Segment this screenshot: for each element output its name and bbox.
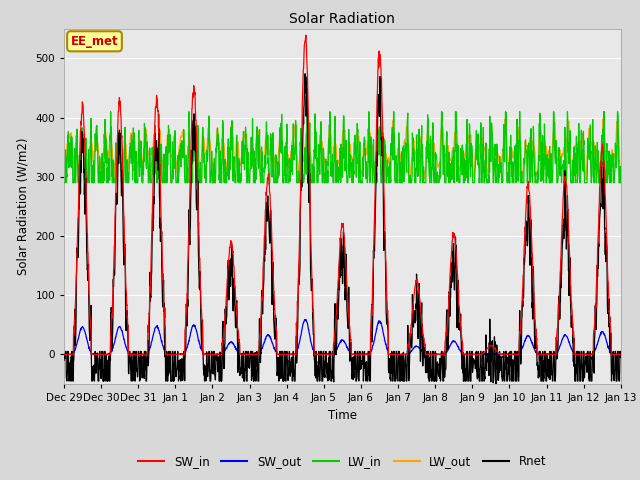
- LW_in: [617, 180, 625, 186]
- LW_out: [617, 177, 625, 182]
- SW_in: [60, 351, 68, 357]
- LW_out: [583, 161, 591, 167]
- SW_in: [504, 351, 512, 357]
- Text: EE_met: EE_met: [70, 35, 118, 48]
- LW_in: [371, 180, 379, 186]
- Title: Solar Radiation: Solar Radiation: [289, 12, 396, 26]
- Rnet: [617, 352, 625, 358]
- SW_in: [617, 351, 625, 357]
- LW_out: [504, 165, 512, 171]
- LW_in: [60, 180, 68, 186]
- Line: SW_in: SW_in: [64, 35, 621, 354]
- Rnet: [584, 348, 591, 354]
- LW_out: [371, 163, 378, 169]
- LW_out: [568, 169, 575, 175]
- Line: SW_out: SW_out: [64, 320, 621, 354]
- Rnet: [359, 348, 367, 354]
- Rnet: [505, 358, 513, 364]
- SW_in: [216, 351, 223, 357]
- SW_in: [371, 204, 379, 209]
- Y-axis label: Solar Radiation (W/m2): Solar Radiation (W/m2): [17, 138, 30, 275]
- Line: LW_in: LW_in: [64, 112, 621, 183]
- SW_out: [584, 351, 591, 357]
- SW_out: [617, 351, 625, 357]
- Line: Rnet: Rnet: [64, 74, 621, 389]
- LW_in: [504, 176, 512, 182]
- SW_out: [302, 317, 310, 323]
- Rnet: [60, 358, 68, 363]
- SW_in: [568, 306, 575, 312]
- LW_in: [107, 109, 115, 115]
- Rnet: [371, 236, 379, 241]
- LW_out: [358, 170, 366, 176]
- LW_in: [584, 170, 591, 176]
- SW_out: [568, 347, 576, 353]
- SW_in: [302, 32, 310, 38]
- Rnet: [568, 317, 576, 323]
- LW_out: [60, 177, 68, 182]
- SW_out: [61, 351, 68, 357]
- SW_out: [216, 351, 223, 357]
- Rnet: [301, 71, 309, 77]
- Rnet: [492, 386, 500, 392]
- SW_out: [505, 351, 513, 357]
- SW_out: [359, 351, 367, 357]
- SW_in: [359, 351, 367, 357]
- Rnet: [216, 378, 223, 384]
- LW_in: [359, 155, 367, 161]
- LW_in: [568, 180, 575, 186]
- Legend: SW_in, SW_out, LW_in, LW_out, Rnet: SW_in, SW_out, LW_in, LW_out, Rnet: [134, 450, 551, 473]
- LW_in: [216, 173, 223, 179]
- LW_out: [216, 142, 223, 147]
- SW_out: [60, 351, 68, 357]
- LW_out: [599, 116, 607, 122]
- SW_in: [584, 351, 591, 357]
- X-axis label: Time: Time: [328, 408, 357, 421]
- SW_out: [371, 334, 379, 339]
- Line: LW_out: LW_out: [64, 119, 621, 180]
